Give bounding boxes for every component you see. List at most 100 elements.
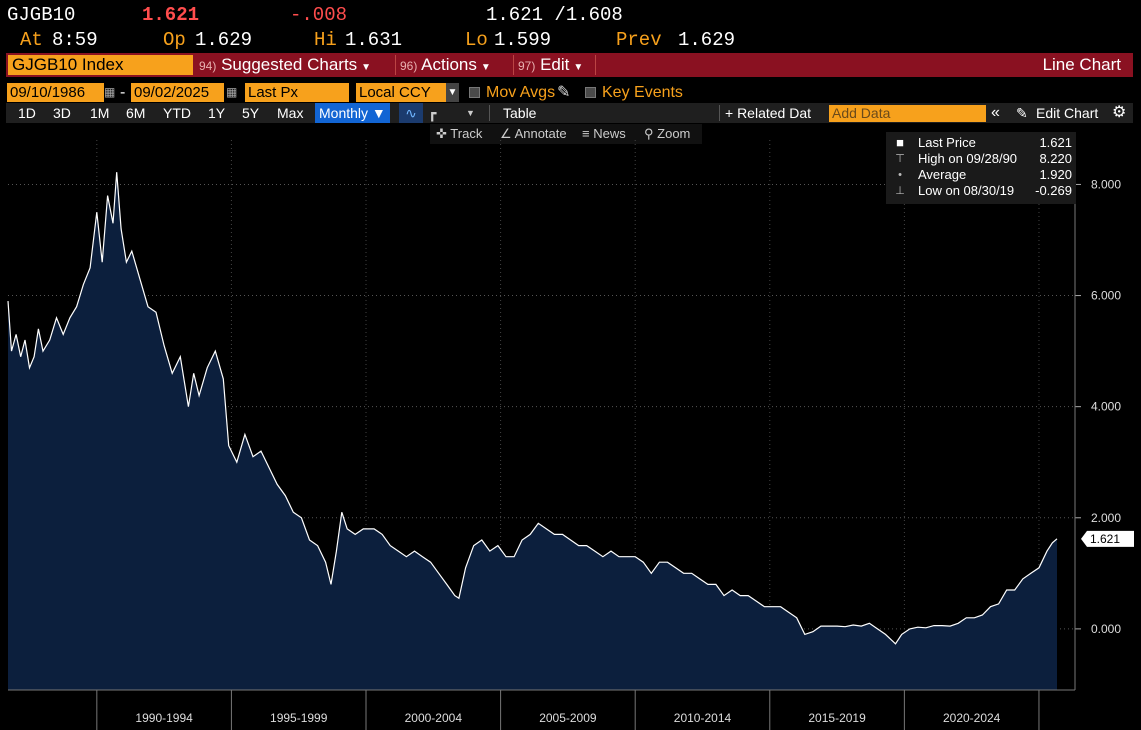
x-tick-label: 2010-2014 [674,711,732,725]
mov-avgs-checkbox[interactable] [469,87,480,98]
legend-last-price[interactable]: ■ Last Price 1.621 [886,135,1076,151]
edit-button[interactable]: 97) Edit ▼ [518,53,583,77]
key-events-label: Key Events [602,84,683,101]
legend-low: ⊥ Low on 08/30/19 -0.269 [886,183,1076,199]
y-tick-label: 0.000 [1091,622,1121,636]
actions-button[interactable]: 96) Actions ▼ [400,53,491,77]
x-tick-label: 2000-2004 [405,711,463,725]
period-1y[interactable]: 1Y [208,105,226,121]
zoom-label: Zoom [657,126,691,141]
price-change: -.008 [290,4,348,26]
average-marker-icon: • [898,169,902,181]
legend-last-value: 1.621 [1039,135,1072,150]
mov-avgs-label: Mov Avgs [486,84,556,101]
period-ytd[interactable]: YTD [163,105,191,121]
line-chart-icon[interactable]: ∿ [399,103,423,123]
suggested-charts-number: 94) [199,59,217,73]
chevron-down-icon: ▼ [361,62,372,73]
legend-average-label: Average [918,167,967,182]
bar-chart-icon[interactable]: ┏ [428,105,437,121]
period-toolbar: 1D 3D 1M 6M YTD 1Y 5Y Max Monthly ▼ ∿ ┏ … [6,103,1133,123]
last-price: 1.621 [142,4,200,26]
y-tick-label: 6.000 [1091,289,1121,303]
chevron-down-icon[interactable]: ▼ [446,83,459,102]
period-1m[interactable]: 1M [90,105,110,121]
start-date-field[interactable]: 09/10/1986 [7,83,104,102]
chevron-down-icon: ▼ [573,62,584,73]
function-bar: GJGB10 Index 94) Suggested Charts ▼ 96) A… [6,53,1133,77]
quote-time: 8:59 [52,29,98,51]
quote-header: GJGB10 1.621 -.008 1.621 /1.608 [0,4,1141,28]
menu-divider [513,55,514,75]
x-axis: 1990-1994 1995-1999 2000-2004 2005-2009 2010… [8,689,1075,730]
frequency-dropdown[interactable]: Monthly ▼ [315,103,390,123]
zoom-tool[interactable]: ⚲ Zoom [644,124,690,144]
suggested-charts-label: Suggested Charts [221,55,358,74]
x-tick-label: 2005-2009 [539,711,597,725]
pencil-icon: ✎ [1016,105,1028,121]
series-swatch-icon: ■ [896,135,904,150]
period-max[interactable]: Max [277,105,304,121]
edit-label: Edit [540,55,570,74]
annotate-icon: ∠ [500,126,512,141]
news-label: News [593,126,626,141]
prev-label: Prev [616,29,662,51]
news-tool[interactable]: ≡ News [582,124,626,144]
last-value-tag [1081,530,1134,547]
pencil-icon[interactable]: ✎ [557,84,571,101]
news-icon: ≡ [582,126,590,141]
grid-lines [8,140,1075,690]
low-label: Lo [465,29,488,51]
price-line [7,172,1058,645]
open-label: Op [163,29,186,51]
calendar-icon[interactable]: ▦ [226,85,238,99]
menu-divider [595,55,596,75]
suggested-charts-button[interactable]: 94) Suggested Charts ▼ [199,53,371,77]
bid-ask: 1.621 /1.608 [486,4,623,26]
x-tick-label: 2020-2024 [943,711,1001,725]
annotate-tool[interactable]: ∠ Annotate [500,124,567,144]
magnifier-icon: ⚲ [644,126,654,141]
collapse-icon[interactable]: « [991,104,1000,121]
track-tool[interactable]: ✜ Track [436,124,482,144]
calendar-icon[interactable]: ▦ [104,85,116,99]
key-events-checkbox[interactable] [585,87,596,98]
legend-average-value: 1.920 [1039,167,1072,182]
open-value: 1.629 [195,29,253,51]
chevron-down-icon: ▼ [480,62,491,73]
security-field[interactable]: GJGB10 Index [8,55,193,75]
period-5y[interactable]: 5Y [242,105,260,121]
legend-last-label: Last Price [918,135,976,150]
chart-type-label[interactable]: Line Chart [1042,55,1121,74]
chevron-down-icon[interactable]: ▼ [466,108,475,118]
end-date-field[interactable]: 09/02/2025 [131,83,224,102]
menu-divider [395,55,396,75]
annotate-label: Annotate [514,126,567,141]
edit-chart-button[interactable]: Edit Chart [1036,105,1099,121]
period-6m[interactable]: 6M [126,105,146,121]
table-button[interactable]: Table [503,105,537,121]
prev-value: 1.629 [678,29,736,51]
toolbar-divider [489,105,490,121]
add-data-input[interactable]: Add Data [829,105,986,122]
legend-low-label: Low on 08/30/19 [918,183,1015,198]
actions-number: 96) [400,59,418,73]
y-tick-label: 2.000 [1091,511,1121,525]
currency-selector[interactable]: Local CCY [356,83,459,102]
related-data-button[interactable]: + Related Dat [725,105,811,121]
period-1d[interactable]: 1D [18,105,36,121]
time-label: At [20,29,43,51]
actions-label: Actions [421,55,477,74]
y-axis: 0.000 2.000 4.000 6.000 8.000 [1074,140,1121,690]
date-dash: - [120,84,126,101]
gear-icon[interactable]: ⚙ [1112,104,1127,121]
area-fill [8,172,1057,690]
high-marker-icon: ⊤ [895,153,905,165]
high-label: Hi [314,29,337,51]
low-marker-icon: ⊥ [895,185,905,197]
ticker-symbol: GJGB10 [7,4,76,26]
legend-high-label: High on 09/28/90 [918,151,1018,166]
field-selector[interactable]: Last Px [245,83,349,102]
legend-average: • Average 1.920 [886,167,1076,183]
period-3d[interactable]: 3D [53,105,71,121]
